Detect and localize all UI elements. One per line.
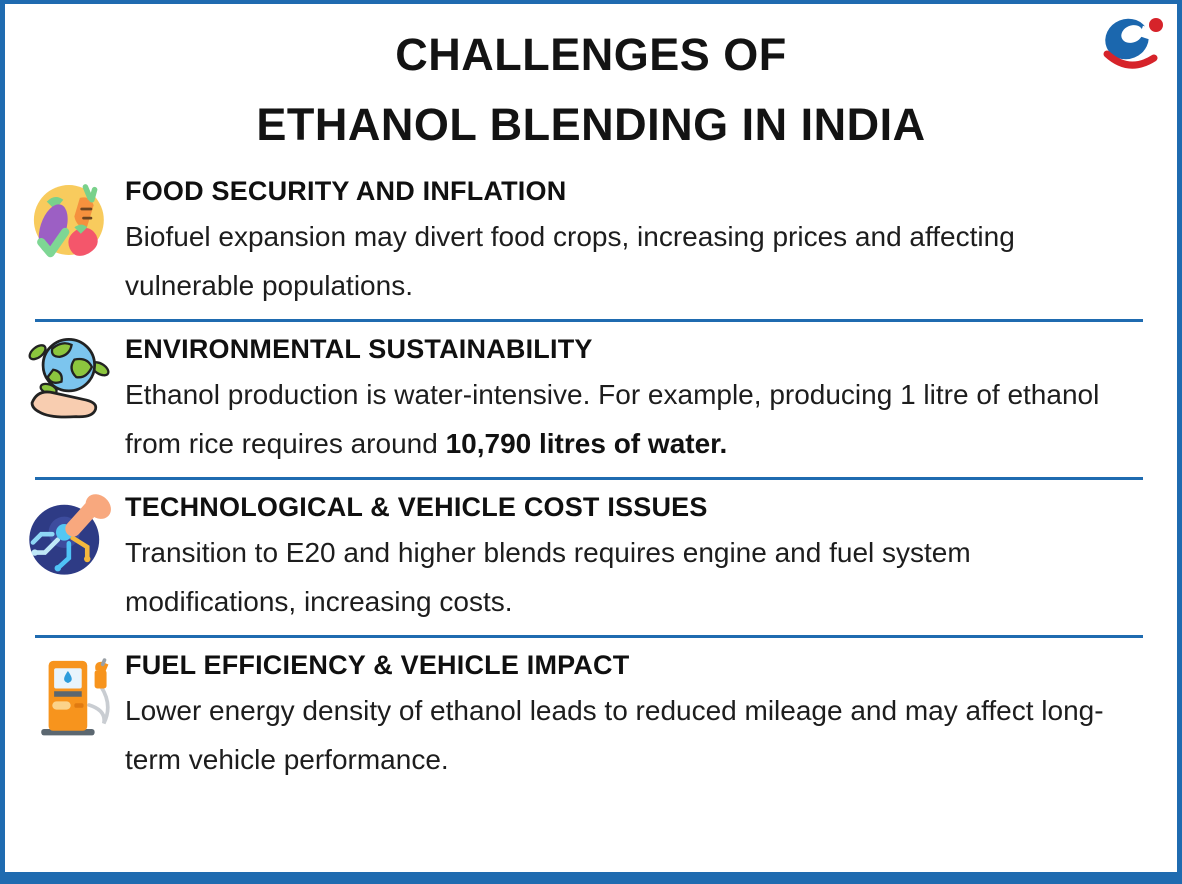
sections-list: FOOD SECURITY AND INFLATION Biofuel expa… [5, 164, 1177, 793]
section-heading: FOOD SECURITY AND INFLATION [125, 176, 567, 206]
page-title-line-1: CHALLENGES OF [395, 29, 787, 80]
section-environmental-sustainability: ENVIRONMENTAL SUSTAINABILITY Ethanol pro… [21, 322, 1143, 477]
section-content: FUEL EFFICIENCY & VEHICLE IMPACT Lower e… [125, 648, 1143, 784]
section-heading: FUEL EFFICIENCY & VEHICLE IMPACT [125, 650, 630, 680]
section-body-text: Ethanol production is water-intensive. F… [125, 379, 1100, 459]
section-divider [35, 477, 1143, 480]
section-content: FOOD SECURITY AND INFLATION Biofuel expa… [125, 174, 1143, 310]
section-body-text: Biofuel expansion may divert food crops,… [125, 221, 1015, 301]
section-divider [35, 319, 1143, 322]
section-technological-cost: TECHNOLOGICAL & VEHICLE COST ISSUES Tran… [21, 480, 1143, 635]
section-body-bold: 10,790 litres of water. [445, 428, 728, 459]
page-title-line-2: ETHANOL BLENDING IN INDIA [256, 99, 926, 150]
section-body-text: Transition to E20 and higher blends requ… [125, 537, 971, 617]
section-body: Biofuel expansion may divert food crops,… [125, 212, 1143, 310]
section-content: ENVIRONMENTAL SUSTAINABILITY Ethanol pro… [125, 332, 1143, 468]
section-body: Transition to E20 and higher blends requ… [125, 528, 1143, 626]
section-divider [35, 635, 1143, 638]
finger-touch-circuit-icon [21, 490, 113, 584]
fuel-pump-icon [21, 648, 113, 742]
section-body: Lower energy density of ethanol leads to… [125, 686, 1143, 784]
section-body: Ethanol production is water-intensive. F… [125, 370, 1143, 468]
earth-in-hand-icon [21, 332, 113, 426]
section-fuel-efficiency: FUEL EFFICIENCY & VEHICLE IMPACT Lower e… [21, 638, 1143, 793]
vegetables-icon [21, 174, 113, 268]
section-heading: ENVIRONMENTAL SUSTAINABILITY [125, 334, 593, 364]
section-body-text: Lower energy density of ethanol leads to… [125, 695, 1104, 775]
brand-logo-icon [1099, 12, 1165, 76]
page-title: CHALLENGES OF ETHANOL BLENDING IN INDIA [45, 20, 1137, 160]
section-content: TECHNOLOGICAL & VEHICLE COST ISSUES Tran… [125, 490, 1143, 626]
section-heading: TECHNOLOGICAL & VEHICLE COST ISSUES [125, 492, 708, 522]
section-food-security: FOOD SECURITY AND INFLATION Biofuel expa… [21, 164, 1143, 319]
